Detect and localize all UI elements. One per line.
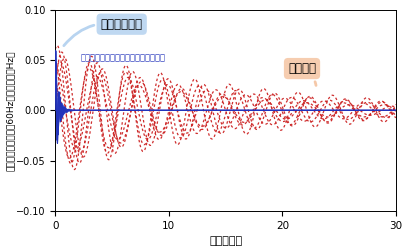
Text: 提案制御あり: 提案制御あり (64, 18, 143, 46)
Text: 周波数変動が速やかに抑えられている: 周波数変動が速やかに抑えられている (80, 53, 165, 62)
Y-axis label: 全発電機の周波数の60Hzからのずれ（Hz）: 全発電機の周波数の60Hzからのずれ（Hz） (6, 50, 15, 171)
Text: 制御なし: 制御なし (288, 62, 316, 85)
X-axis label: 時間（秒）: 時間（秒） (209, 236, 242, 246)
